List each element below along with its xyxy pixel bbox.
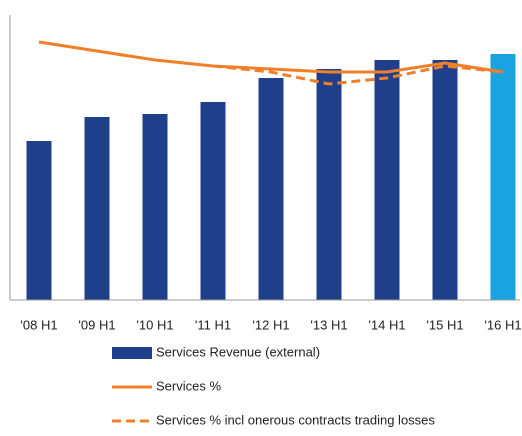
line [212, 64, 504, 86]
legend-label: Services Revenue (external) [156, 344, 320, 359]
x-tick-label: '15 H1 [426, 317, 463, 332]
bar [200, 102, 226, 300]
legend-label: Services % incl onerous contracts tradin… [156, 412, 435, 427]
bar [316, 69, 342, 300]
line [38, 40, 504, 74]
bar [142, 114, 168, 300]
bar [84, 117, 110, 300]
legend-swatch [112, 347, 152, 359]
bar [258, 78, 284, 300]
x-tick-label: '08 H1 [20, 317, 57, 332]
x-tick-label: '10 H1 [136, 317, 173, 332]
x-tick-label: '12 H1 [252, 317, 289, 332]
x-tick-label: '14 H1 [368, 317, 405, 332]
bar [432, 60, 458, 300]
x-tick-label: '09 H1 [78, 317, 115, 332]
x-tick-label: '11 H1 [195, 317, 231, 332]
x-tick-label: '13 H1 [310, 317, 347, 332]
x-tick-label: '16 H1 [484, 317, 521, 332]
bar [26, 141, 52, 300]
bar [490, 54, 516, 300]
legend-label: Services % [156, 378, 221, 393]
bar [374, 60, 400, 300]
